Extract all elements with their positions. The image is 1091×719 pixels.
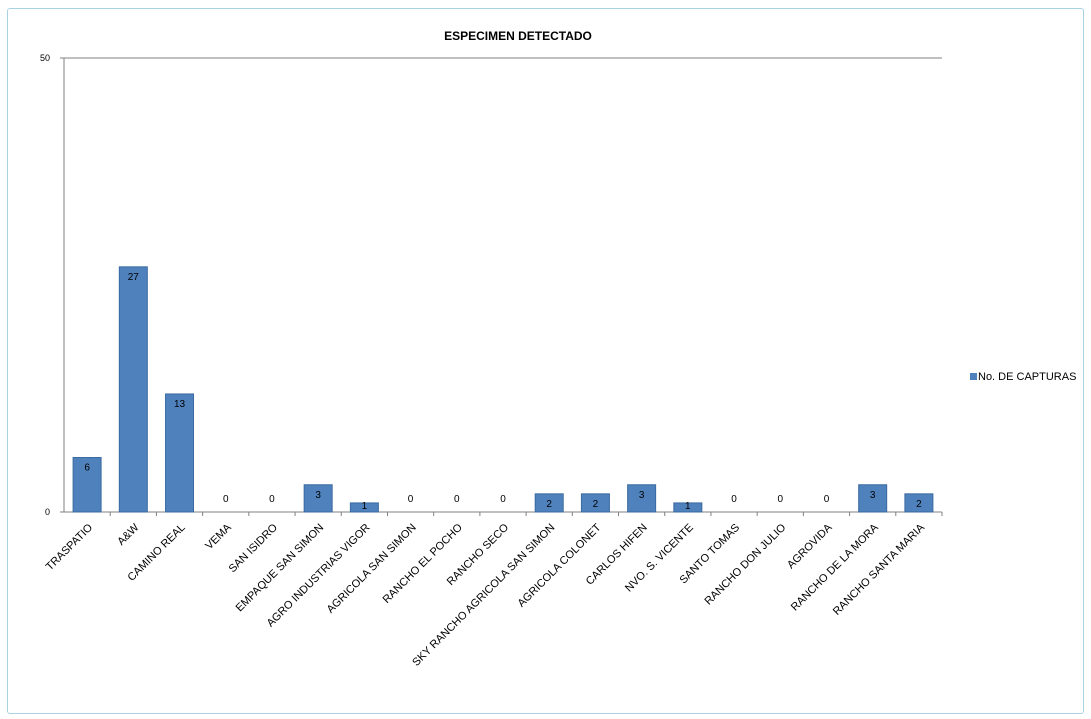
y-tick-label: 50 [40, 53, 50, 63]
data-label: 3 [639, 490, 645, 501]
bar [534, 493, 564, 513]
bar [673, 502, 703, 513]
data-label: 2 [916, 499, 922, 510]
bar [580, 493, 610, 513]
category-label: RANCHO DE LA MORA [789, 521, 881, 613]
category-label: VEMA [203, 521, 234, 552]
category-label: AGRICOLA SAN SIMON [325, 522, 419, 616]
data-label: 0 [269, 494, 275, 505]
data-label: 6 [84, 463, 90, 474]
category-label: EMPAQUE SAN SIMON [234, 522, 327, 615]
bar [858, 484, 888, 513]
data-label: 3 [870, 490, 876, 501]
axes: 0 50 [40, 53, 943, 517]
legend-swatch [970, 373, 977, 380]
legend-label: No. DE CAPTURAS [978, 371, 1076, 383]
bar [72, 457, 102, 513]
bar [165, 393, 195, 513]
data-label: 0 [500, 494, 506, 505]
data-label: 3 [315, 490, 321, 501]
chart-title: ESPECIMEN DETECTADO [444, 29, 592, 43]
bar [349, 502, 379, 513]
data-label: 0 [824, 494, 830, 505]
bar [118, 266, 148, 513]
bar [303, 484, 333, 513]
category-label: TRASPATIO [44, 521, 96, 573]
category-label: RANCHO DON JULIO [703, 521, 789, 607]
data-label: 0 [777, 494, 783, 505]
y-tick-label: 0 [45, 507, 50, 517]
category-label: RANCHO EL POCHO [381, 521, 466, 606]
chart-area[interactable]: ESPECIMEN DETECTADO 0 50 6 27 13 0 0 3 1 0 0 0 2 2 3 1… [7, 8, 1084, 714]
category-label: AGROVIDA [785, 521, 835, 571]
data-label: 13 [174, 399, 186, 410]
legend: No. DE CAPTURAS [970, 371, 1076, 383]
data-label: 2 [546, 499, 552, 510]
bars-group [72, 266, 934, 513]
category-label: AGRICOLA COLONET [516, 521, 604, 609]
data-labels-group: 6 27 13 0 0 3 1 0 0 0 2 2 3 1 0 0 0 3 2 [84, 272, 922, 512]
bar [904, 493, 934, 513]
data-label: 0 [408, 494, 414, 505]
category-label: A&W [115, 521, 142, 548]
data-label: 27 [128, 272, 140, 283]
data-label: 1 [685, 501, 691, 512]
data-label: 1 [362, 501, 368, 512]
data-label: 2 [593, 499, 599, 510]
category-label: RANCHO SANTA MARIA [831, 521, 928, 618]
data-label: 0 [731, 494, 737, 505]
data-label: 0 [223, 494, 229, 505]
data-label: 0 [454, 494, 460, 505]
bar [627, 484, 657, 513]
